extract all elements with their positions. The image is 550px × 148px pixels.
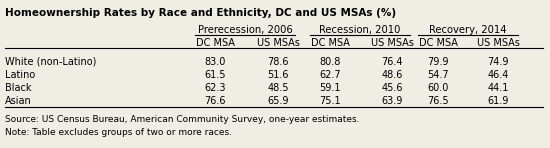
Text: 79.9: 79.9: [427, 57, 449, 67]
Text: 44.1: 44.1: [487, 83, 509, 93]
Text: US MSAs: US MSAs: [476, 38, 519, 48]
Text: 76.5: 76.5: [427, 96, 449, 106]
Text: Black: Black: [5, 83, 31, 93]
Text: 51.6: 51.6: [267, 70, 289, 80]
Text: 74.9: 74.9: [487, 57, 509, 67]
Text: 54.7: 54.7: [427, 70, 449, 80]
Text: 62.3: 62.3: [204, 83, 226, 93]
Text: Recovery, 2014: Recovery, 2014: [429, 25, 507, 35]
Text: White (non-Latino): White (non-Latino): [5, 57, 96, 67]
Text: 61.9: 61.9: [487, 96, 509, 106]
Text: 65.9: 65.9: [267, 96, 289, 106]
Text: 80.8: 80.8: [320, 57, 340, 67]
Text: Note: Table excludes groups of two or more races.: Note: Table excludes groups of two or mo…: [5, 128, 232, 137]
Text: DC MSA: DC MSA: [419, 38, 458, 48]
Text: 60.0: 60.0: [427, 83, 449, 93]
Text: 62.7: 62.7: [319, 70, 341, 80]
Text: DC MSA: DC MSA: [196, 38, 234, 48]
Text: Prerecession, 2006: Prerecession, 2006: [197, 25, 293, 35]
Text: 76.4: 76.4: [381, 57, 403, 67]
Text: 46.4: 46.4: [487, 70, 509, 80]
Text: 83.0: 83.0: [204, 57, 226, 67]
Text: 61.5: 61.5: [204, 70, 226, 80]
Text: DC MSA: DC MSA: [311, 38, 349, 48]
Text: 48.5: 48.5: [267, 83, 289, 93]
Text: Asian: Asian: [5, 96, 32, 106]
Text: Homeownership Rates by Race and Ethnicity, DC and US MSAs (%): Homeownership Rates by Race and Ethnicit…: [5, 8, 396, 18]
Text: US MSAs: US MSAs: [256, 38, 299, 48]
Text: 59.1: 59.1: [319, 83, 341, 93]
Text: 45.6: 45.6: [381, 83, 403, 93]
Text: Latino: Latino: [5, 70, 35, 80]
Text: US MSAs: US MSAs: [371, 38, 414, 48]
Text: 76.6: 76.6: [204, 96, 226, 106]
Text: 75.1: 75.1: [319, 96, 341, 106]
Text: 63.9: 63.9: [381, 96, 403, 106]
Text: 78.6: 78.6: [267, 57, 289, 67]
Text: Recession, 2010: Recession, 2010: [320, 25, 401, 35]
Text: Source: US Census Bureau, American Community Survey, one-year estimates.: Source: US Census Bureau, American Commu…: [5, 115, 360, 124]
Text: 48.6: 48.6: [381, 70, 403, 80]
